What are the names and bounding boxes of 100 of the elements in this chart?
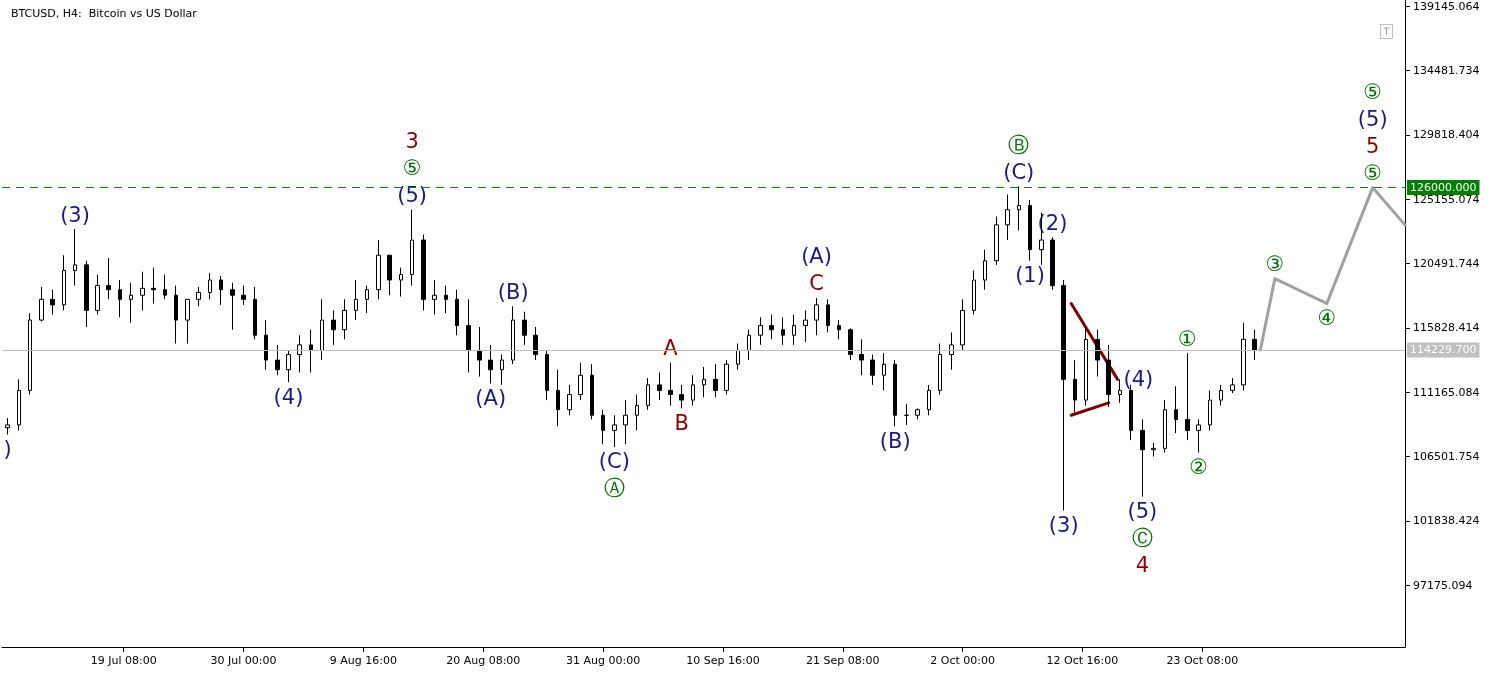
annotation: (3) [60, 202, 90, 227]
y-tick-label: 139145.064 [1413, 0, 1480, 13]
candlestick [668, 362, 673, 407]
candlestick [1241, 322, 1246, 391]
candlestick [106, 257, 111, 300]
candlestick [354, 279, 358, 321]
candlestick [522, 311, 527, 346]
candlestick [73, 228, 77, 287]
annotation: ② [1189, 454, 1208, 479]
candlestick [837, 319, 841, 340]
candlestick [444, 285, 448, 314]
candlestick [1140, 418, 1145, 498]
candlestick [39, 286, 44, 322]
candlestick [118, 279, 122, 318]
annotation: Ⓑ [1008, 132, 1030, 157]
candlestick [1252, 329, 1257, 361]
candlestick [219, 275, 223, 306]
candlestick [421, 234, 426, 311]
x-tick-label: 20 Aug 08:00 [446, 654, 521, 667]
annotation: (A) [801, 244, 832, 269]
annotation: ④ [1317, 306, 1337, 330]
annotation: ⑤ [1363, 161, 1383, 186]
candlestick [95, 274, 100, 316]
x-tick-label: 10 Sep 16:00 [686, 654, 760, 667]
candlestick [1174, 385, 1178, 434]
candlestick [208, 272, 212, 300]
candlestick [50, 289, 55, 316]
x-tick-label: 2 Oct 00:00 [930, 654, 995, 667]
y-tick-label: 125155.074 [1413, 192, 1480, 206]
candlestick [84, 260, 89, 328]
candlestick [297, 334, 302, 373]
annotation: (A) [475, 386, 507, 411]
annotation: B [674, 410, 689, 435]
candlestick [1118, 378, 1122, 404]
candlestick [612, 414, 617, 448]
candlestick [129, 282, 133, 324]
candlestick [983, 249, 987, 291]
candlestick [275, 344, 280, 376]
candlestick [781, 316, 785, 346]
annotation: Ⓒ [1131, 526, 1153, 551]
candlestick [241, 285, 246, 306]
annotation: (4) [273, 384, 304, 409]
candlestick [163, 274, 167, 300]
y-tick-label: 97175.094 [1413, 578, 1473, 592]
candlestick [1084, 326, 1088, 407]
candlestick [1219, 384, 1223, 407]
candlestick [196, 286, 201, 307]
annotation: (B) [497, 279, 529, 304]
candlestick [567, 384, 572, 416]
candlestick [769, 314, 774, 340]
candlestick [230, 282, 235, 331]
ref-line-label: 126000.000 [1410, 181, 1477, 195]
candlestick [376, 239, 381, 300]
candlestick [1196, 418, 1201, 453]
candlestick [5, 417, 10, 436]
candlestick [1208, 389, 1212, 431]
text: BTCUSD, H4: Bitcoin vs US Dollar [11, 7, 198, 20]
annotation: C [809, 271, 824, 296]
x-tick-label: 12 Oct 16:00 [1046, 654, 1119, 667]
candlestick [1073, 359, 1077, 413]
candlestick [702, 366, 706, 398]
candlestick [713, 363, 718, 398]
y-tick-label: 120491.744 [1413, 257, 1480, 271]
candlestick [320, 298, 324, 361]
candlestick [1185, 352, 1190, 441]
candlestick [938, 343, 942, 396]
candlestick [635, 394, 639, 431]
annotation: 3 [405, 129, 419, 154]
candlestick [691, 374, 695, 407]
candlestick [1106, 344, 1111, 408]
annotation: ) [3, 437, 12, 462]
annotation: ⑤ [402, 156, 422, 181]
candlestick [870, 354, 875, 386]
candlestick [1151, 442, 1156, 458]
annotation: 5 [1366, 134, 1380, 159]
candlestick [399, 267, 403, 298]
candlestick [1163, 399, 1167, 453]
x-tick-label: 21 Sep 08:00 [806, 654, 880, 667]
candlestick [1050, 236, 1055, 291]
candlestick [500, 354, 504, 386]
candlestick [848, 327, 853, 361]
candlestick [387, 254, 392, 296]
candlestick [365, 285, 369, 314]
candlestick [893, 359, 897, 427]
candlestick [601, 409, 605, 445]
x-tick-label: 31 Aug 00:00 [566, 654, 641, 667]
candlestick [331, 309, 336, 346]
candlestick [140, 271, 145, 311]
candlestick [556, 369, 560, 427]
x-tick-label: 9 Aug 16:00 [329, 654, 397, 667]
candlestick [814, 297, 819, 336]
annotation: (5) [1357, 107, 1388, 132]
candlestick [1017, 185, 1021, 231]
candlestick [949, 331, 954, 371]
candlestick [28, 312, 32, 396]
candlestick [882, 352, 886, 391]
annotation: ⑤ [1363, 80, 1383, 105]
candlestick [477, 326, 482, 378]
candlestick [960, 298, 965, 351]
candlestick [803, 309, 808, 343]
